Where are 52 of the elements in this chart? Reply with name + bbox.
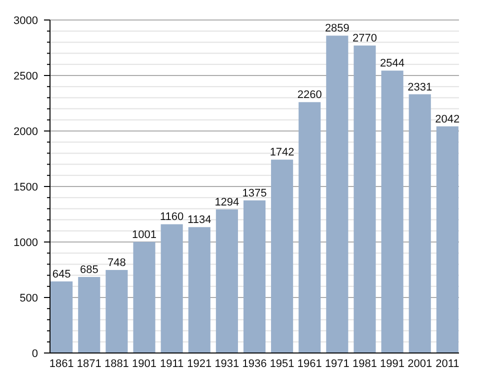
y-tick-label: 2000 [14, 126, 38, 138]
data-label: 748 [108, 256, 126, 269]
bar [354, 46, 376, 353]
data-label: 1160 [160, 211, 184, 224]
bar [133, 242, 156, 353]
x-tick-label: 1921 [187, 358, 212, 370]
bar [78, 276, 100, 353]
bar [381, 70, 404, 353]
x-tick-label: 1901 [132, 358, 156, 370]
x-tick-label: 1871 [76, 358, 102, 370]
data-label: 1134 [188, 214, 212, 226]
bar [106, 270, 128, 353]
data-label: 2260 [297, 89, 322, 102]
bar [50, 281, 73, 353]
bar [188, 227, 210, 353]
bar [408, 94, 431, 353]
bar [160, 224, 183, 353]
bar [326, 36, 348, 353]
x-tick-label: 1881 [104, 358, 129, 370]
bar [243, 200, 266, 353]
y-tick-label: 500 [20, 292, 38, 304]
data-label: 2859 [324, 22, 350, 35]
x-tick-label: 1991 [380, 358, 405, 370]
x-tick-label: 2001 [408, 358, 432, 370]
data-label: 1742 [270, 146, 294, 159]
bar [436, 126, 458, 353]
x-tick-label: 2011 [436, 358, 460, 370]
y-tick-label: 0 [32, 348, 38, 360]
bar [271, 160, 294, 353]
x-tick-label: 1961 [297, 358, 322, 370]
x-tick-label: 1971 [324, 358, 350, 370]
data-label: 2544 [380, 58, 405, 70]
data-label: 2042 [435, 113, 460, 126]
data-label: 2331 [408, 81, 432, 94]
y-tick-label: 3000 [14, 14, 38, 27]
x-tick-label: 1951 [270, 358, 294, 370]
bar [216, 209, 238, 353]
x-tick-label: 1981 [352, 358, 377, 370]
x-tick-label: 1911 [160, 358, 184, 370]
x-tick-label: 1931 [214, 358, 240, 370]
data-label: 1375 [242, 187, 267, 200]
data-label: 1294 [214, 196, 240, 208]
y-tick-label: 1500 [14, 181, 38, 194]
x-tick-label: 1861 [49, 358, 74, 370]
y-tick-label: 1000 [14, 236, 38, 249]
data-label: 645 [52, 268, 71, 280]
data-label: 685 [80, 264, 98, 276]
data-label: 1001 [132, 228, 156, 241]
x-tick-label: 1936 [242, 358, 267, 370]
y-tick-label: 2500 [14, 70, 38, 82]
data-label: 2770 [352, 32, 377, 45]
bar [298, 102, 321, 353]
